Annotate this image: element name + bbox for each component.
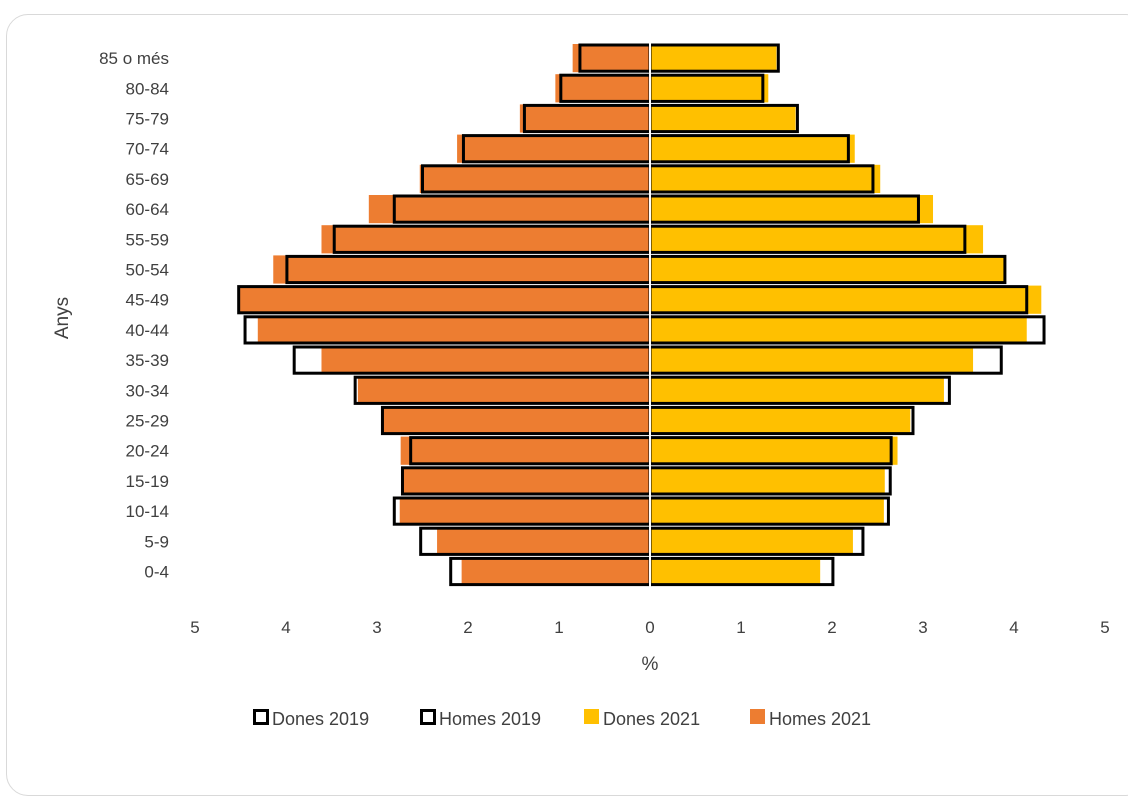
legend-label: Homes 2019 [439, 709, 541, 729]
legend-swatch [420, 709, 436, 725]
bar-dones-2021 [650, 164, 881, 193]
legend-label: Dones 2019 [272, 709, 369, 729]
y-tick-label: 60-64 [126, 200, 169, 219]
bar-homes-2021 [437, 527, 650, 556]
bar-homes-2021 [419, 164, 650, 193]
bar-homes-2021 [321, 346, 650, 375]
y-tick-label: 45-49 [126, 291, 169, 310]
population-pyramid-chart: 0-4 5-9 10-14 15-19 20-24 25-29 30-34 35-39 40-4… [52, 43, 1110, 729]
bar-dones-2021 [650, 134, 855, 163]
x-tick-label: 5 [1100, 618, 1109, 637]
y-tick-label: 10-14 [126, 502, 169, 521]
legend-label: Dones 2021 [603, 709, 700, 729]
bar-homes-2021 [457, 134, 650, 163]
bar-dones-2021 [650, 315, 1027, 344]
y-tick-label: 85 o més [99, 49, 169, 68]
bar-homes-2021 [400, 436, 650, 465]
bar-homes-2021 [238, 285, 650, 314]
y-tick-label: 70-74 [126, 140, 169, 159]
bar-homes-2021 [368, 195, 650, 224]
x-axis-title: % [642, 654, 659, 675]
bar-dones-2021 [650, 376, 944, 405]
bar-dones-2021 [650, 346, 974, 375]
bar-dones-2021 [650, 466, 885, 495]
bar-homes-2021 [257, 315, 650, 344]
bar-dones-2021 [650, 74, 769, 103]
bar-dones-2021 [650, 225, 984, 254]
bar-dones-2021 [650, 527, 853, 556]
bar-homes-2021 [321, 225, 650, 254]
bar-homes-2021 [461, 557, 650, 586]
bar-homes-2021 [382, 406, 650, 435]
x-tick-label: 3 [918, 618, 927, 637]
bar-homes-2021 [399, 497, 650, 526]
x-tick-label: 2 [463, 618, 472, 637]
x-tick-label: 4 [1009, 618, 1018, 637]
bar-dones-2021 [650, 44, 777, 73]
y-tick-label: 5-9 [144, 532, 169, 551]
x-tick-label: 1 [736, 618, 745, 637]
y-tick-label: 75-79 [126, 110, 169, 129]
x-tick-label: 0 [645, 618, 654, 637]
bar-homes-2021 [519, 104, 650, 133]
bar-dones-2021 [650, 285, 1042, 314]
legend-swatch [750, 709, 765, 724]
bar-homes-2021 [357, 376, 650, 405]
bar-dones-2021 [650, 557, 821, 586]
bar-dones-2021 [650, 255, 1004, 284]
y-tick-label: 25-29 [126, 412, 169, 431]
bar-dones-2021 [650, 436, 898, 465]
y-tick-label: 40-44 [126, 321, 169, 340]
bar-dones-2021 [650, 497, 884, 526]
bar-dones-2021 [650, 104, 796, 133]
y-axis-title: Anys [52, 297, 73, 339]
bar-homes-2021 [273, 255, 650, 284]
x-tick-label: 4 [281, 618, 290, 637]
x-tick-label: 5 [190, 618, 199, 637]
bar-dones-2021 [650, 195, 934, 224]
y-tick-label: 35-39 [126, 351, 169, 370]
y-tick-label: 55-59 [126, 230, 169, 249]
legend-swatch [253, 709, 269, 725]
x-tick-label: 3 [372, 618, 381, 637]
y-tick-label: 15-19 [126, 472, 169, 491]
y-tick-label: 50-54 [126, 261, 169, 280]
x-tick-label: 1 [554, 618, 563, 637]
y-tick-label: 30-34 [126, 381, 169, 400]
y-tick-label: 80-84 [126, 79, 169, 98]
bar-homes-2021 [402, 466, 650, 495]
bar-homes-2021 [572, 44, 650, 73]
y-tick-label: 65-69 [126, 170, 169, 189]
y-tick-label: 20-24 [126, 442, 169, 461]
legend-swatch [584, 709, 599, 724]
legend-label: Homes 2021 [769, 709, 871, 729]
x-tick-label: 2 [827, 618, 836, 637]
bar-homes-2021 [555, 74, 650, 103]
y-tick-label: 0-4 [144, 563, 169, 582]
bar-dones-2021 [650, 406, 911, 435]
